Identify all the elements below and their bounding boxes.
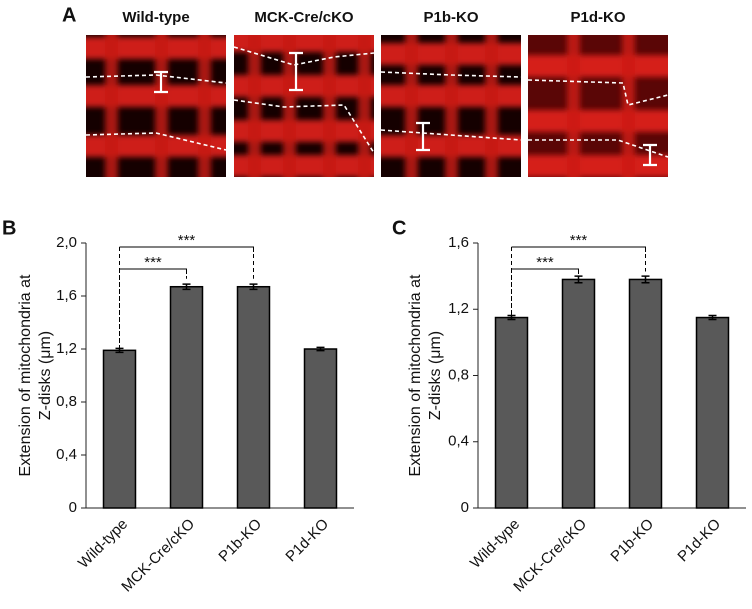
significance-bracket xyxy=(119,268,187,274)
scale-bar xyxy=(416,121,430,152)
significance-label: *** xyxy=(570,232,588,249)
dashed-outline xyxy=(234,46,374,66)
x-tick-label: Wild-type xyxy=(467,516,523,572)
x-tick-label: P1b-KO xyxy=(215,516,265,566)
error-bar xyxy=(507,314,516,321)
bar xyxy=(695,316,730,509)
bar xyxy=(303,348,338,509)
bar xyxy=(628,278,663,509)
stripe xyxy=(105,35,118,177)
image-title: P1b-KO xyxy=(423,9,478,26)
significance-bracket xyxy=(511,246,646,252)
micrograph-content xyxy=(234,35,374,177)
dashed-outline xyxy=(381,129,521,141)
panel-label: C xyxy=(392,217,406,239)
stripe xyxy=(198,35,211,177)
dashed-outline xyxy=(528,139,668,158)
error-bar xyxy=(182,283,191,291)
stripes xyxy=(86,35,226,177)
micrograph-content xyxy=(86,35,226,177)
y-tick-label: 0,4 xyxy=(448,433,469,450)
micrograph xyxy=(528,35,668,177)
stripe xyxy=(323,35,336,177)
error-bar xyxy=(574,275,583,284)
y-tick-label: 1,6 xyxy=(448,234,469,251)
stripe xyxy=(445,35,458,177)
y-tick-label: 0 xyxy=(69,499,77,516)
image-title: Wild-type xyxy=(122,9,189,26)
stripe xyxy=(234,75,374,97)
stripe xyxy=(234,35,374,52)
stripes xyxy=(528,35,668,177)
y-axis-label: Z-disks (μm) xyxy=(37,331,54,420)
stripe xyxy=(155,35,168,177)
image-title: P1d-KO xyxy=(570,9,625,26)
stripe xyxy=(405,35,418,177)
stripe xyxy=(234,155,374,177)
significance-bracket xyxy=(511,268,579,274)
micrograph xyxy=(234,35,374,177)
error-bar xyxy=(641,275,650,284)
micrograph-content xyxy=(381,35,521,177)
stripe xyxy=(485,35,498,177)
stripe xyxy=(358,35,371,177)
significance-bracket xyxy=(119,246,254,252)
y-tick-label: 0,8 xyxy=(56,393,77,410)
stripe xyxy=(283,35,296,177)
stripe xyxy=(567,35,580,177)
panel-label: B xyxy=(2,217,16,239)
y-tick-label: 0,8 xyxy=(448,366,469,383)
x-tick-label: P1d-KO xyxy=(674,516,724,566)
stripe xyxy=(528,55,668,77)
bar xyxy=(102,349,137,509)
dashed-outline xyxy=(86,132,226,151)
dashed-outline xyxy=(528,79,668,106)
bar xyxy=(169,285,204,509)
micrograph xyxy=(86,35,226,177)
stripe xyxy=(234,120,374,142)
dashed-outline xyxy=(86,74,226,84)
error-bar xyxy=(316,346,325,352)
y-axis-label: Extension of mitochondria at xyxy=(17,274,34,476)
y-tick-label: 2,0 xyxy=(56,234,77,251)
significance-label: *** xyxy=(144,254,162,271)
x-tick-label: Wild-type xyxy=(75,516,131,572)
panel-label: A xyxy=(62,4,76,26)
bar xyxy=(236,285,271,509)
scale-bar xyxy=(154,70,168,94)
micrograph xyxy=(381,35,521,177)
stripe xyxy=(622,35,635,177)
y-tick-label: 1,6 xyxy=(56,287,77,304)
stripe xyxy=(528,110,668,132)
micrograph-content xyxy=(528,35,668,177)
y-tick-label: 0,4 xyxy=(56,446,77,463)
y-tick-label: 0 xyxy=(461,499,469,516)
y-axis-label: Extension of mitochondria at xyxy=(407,274,424,476)
stripes xyxy=(381,35,521,177)
y-axis-label: Z-disks (μm) xyxy=(427,331,444,420)
error-bar xyxy=(708,314,717,321)
y-tick-label: 1,2 xyxy=(56,340,77,357)
x-tick-label: P1b-KO xyxy=(607,516,657,566)
scale-bar xyxy=(289,51,303,92)
x-tick-label: P1d-KO xyxy=(282,516,332,566)
error-bar xyxy=(249,283,258,291)
significance-label: *** xyxy=(536,254,554,271)
significance-label: *** xyxy=(178,232,196,249)
bar xyxy=(494,316,529,509)
bar xyxy=(561,278,596,509)
stripe xyxy=(248,35,261,177)
dashed-outline xyxy=(381,71,521,78)
scale-bar xyxy=(643,143,657,167)
dashed-outline xyxy=(234,99,374,154)
y-tick-label: 1,2 xyxy=(448,300,469,317)
image-title: MCK-Cre/cKO xyxy=(254,9,354,26)
